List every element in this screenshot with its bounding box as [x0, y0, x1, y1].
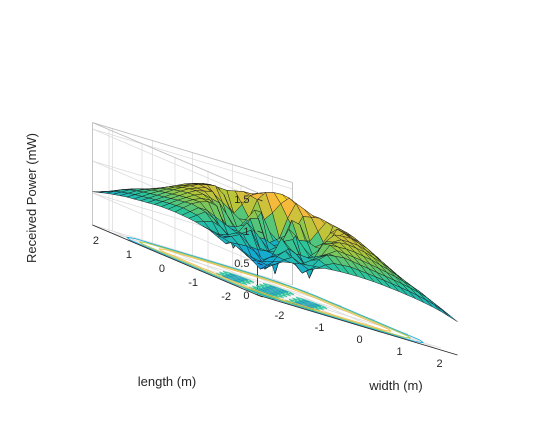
- z-tick-label: 0.5: [234, 258, 249, 270]
- z-axis-label: Received Power (mW): [24, 133, 39, 263]
- floor-contour-ring: [255, 285, 288, 297]
- z-tick-mark: [257, 230, 263, 234]
- floor-contour-ring: [262, 283, 295, 295]
- x-grid-line: [192, 254, 358, 326]
- x-tick-label: 0: [356, 334, 362, 346]
- z-tick-mark: [257, 198, 263, 202]
- floor-contour-line: [126, 236, 424, 344]
- floor-contours: [126, 236, 424, 344]
- x-tick-label: 2: [436, 358, 442, 370]
- tick-labels: 0 0.5 1 1.5 -2 -1 0 1 2 -2 -1 0 1 2: [93, 194, 443, 370]
- surface-facet: [442, 310, 458, 322]
- floor-contour-ring: [292, 298, 324, 310]
- y-tick-label: -2: [221, 291, 231, 303]
- y-axis-label: length (m): [138, 374, 197, 389]
- floor-contour-ring: [295, 297, 328, 309]
- z-tick-label: 1.5: [234, 194, 249, 206]
- z-tick-label: 1: [243, 226, 249, 238]
- x-axis-line: [257, 294, 458, 356]
- z-tick-mark: [257, 294, 263, 298]
- x-tick-label: -2: [275, 310, 285, 322]
- y-tick-label: 1: [126, 249, 132, 261]
- surface-facet: [425, 299, 441, 312]
- box-edge: [92, 122, 293, 184]
- floor-contour-ring: [219, 272, 251, 284]
- y-axis-line: [92, 224, 258, 296]
- y-tick-label: 2: [93, 235, 99, 247]
- z-tick-label: 0: [243, 290, 249, 302]
- floor-contour-line: [139, 241, 411, 339]
- floor-contour-line: [158, 248, 392, 332]
- y-tick-label: -1: [188, 277, 198, 289]
- y-tick-label: 0: [159, 263, 165, 275]
- surface-mesh: [92, 183, 458, 322]
- x-tick-label: -1: [315, 322, 325, 334]
- z-tick-mark: [257, 262, 263, 266]
- floor-contour-ring: [222, 271, 255, 283]
- floor-contour-ring: [252, 286, 284, 298]
- box-edge: [92, 122, 258, 194]
- x-axis-label: width (m): [368, 378, 422, 393]
- x-tick-label: 1: [396, 346, 402, 358]
- floor-contour-ring: [259, 284, 291, 296]
- x-grid-line: [232, 266, 398, 338]
